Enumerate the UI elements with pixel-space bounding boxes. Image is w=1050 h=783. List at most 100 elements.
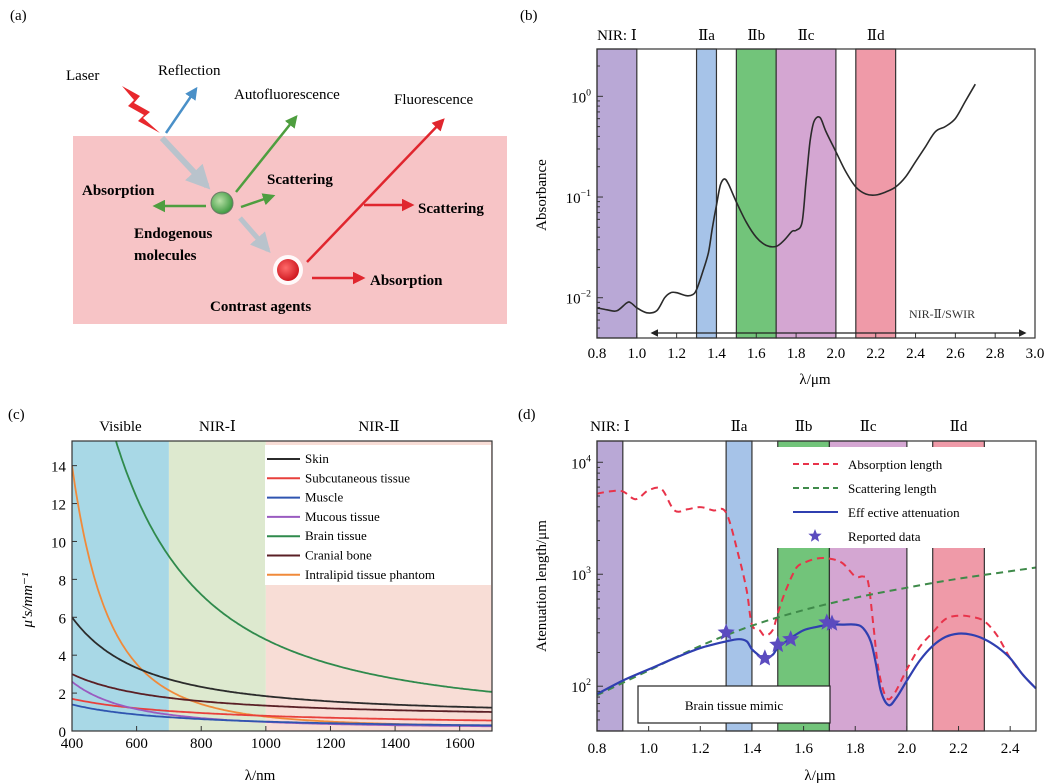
swir-annotation: NIR-Ⅱ/SWIR bbox=[909, 307, 975, 321]
band-3 bbox=[775, 48, 837, 339]
panel-d-legend-box bbox=[777, 447, 1032, 548]
x-tick-label: 800 bbox=[190, 736, 213, 752]
panel-b-ylabel: Absorbance bbox=[534, 159, 550, 231]
x-tick-label: 1.2 bbox=[667, 346, 686, 362]
legend-label: Muscle bbox=[305, 490, 344, 505]
y-tick-label: 0 bbox=[59, 725, 67, 741]
x-tick-label: 1.4 bbox=[707, 346, 726, 362]
x-tick-label: 1.8 bbox=[846, 741, 865, 757]
legend-star-icon bbox=[808, 529, 822, 542]
label-laser: Laser bbox=[66, 68, 99, 84]
y-tick-label: 100 bbox=[571, 87, 591, 106]
band-0 bbox=[596, 48, 638, 339]
contrast-agent-circle bbox=[277, 259, 299, 281]
x-tick-label: 1.6 bbox=[794, 741, 813, 757]
x-tick-label: 1600 bbox=[445, 736, 475, 752]
x-tick-label: 2.2 bbox=[866, 346, 885, 362]
y-tick-label: 10−2 bbox=[566, 289, 591, 308]
panel-c-plot-frame bbox=[71, 440, 493, 732]
series-line-muscle bbox=[72, 703, 492, 727]
brain-tissue-mimic-label: Brain tissue mimic bbox=[685, 698, 783, 713]
x-tick-label: 400 bbox=[61, 736, 84, 752]
label-contrast-agents: Contrast agents bbox=[210, 299, 311, 315]
band-label: NIR: Ⅰ bbox=[590, 419, 630, 435]
y-tick-label: 10−1 bbox=[566, 188, 591, 207]
laser-bolt-icon bbox=[122, 86, 160, 133]
band-label: Ⅱc bbox=[860, 419, 877, 435]
label-fluorescence: Fluorescence bbox=[394, 92, 473, 108]
series-line-absorption-length bbox=[596, 486, 1037, 701]
panel-label-d: (d) bbox=[518, 407, 536, 423]
x-tick-label: 1.0 bbox=[627, 346, 646, 362]
x-tick-label: 1000 bbox=[251, 736, 281, 752]
panel-label-c: (c) bbox=[8, 407, 25, 423]
y-tick-label: 12 bbox=[51, 498, 66, 514]
region-label: Visible bbox=[99, 419, 142, 435]
reported-data-star bbox=[823, 614, 841, 631]
series-line-skin bbox=[72, 616, 492, 709]
reported-data-star bbox=[769, 635, 787, 653]
x-tick-label: 1.6 bbox=[747, 346, 766, 362]
band-label: Ⅱd bbox=[867, 28, 885, 44]
x-tick-label: 1.0 bbox=[639, 741, 658, 757]
label-absorption-right: Absorption bbox=[370, 273, 443, 289]
panel-c-chart: Visible NIR-Ⅰ NIR-Ⅱ 400 600 800 1000 1200 1400 1… bbox=[20, 419, 493, 783]
y-tick-label: 14 bbox=[51, 460, 67, 476]
legend-label: Reported data bbox=[848, 529, 921, 544]
panel-label-a: (a) bbox=[10, 8, 27, 24]
reported-data-star bbox=[782, 630, 800, 647]
band-label: Ⅱd bbox=[950, 419, 968, 435]
band-label: Ⅱa bbox=[698, 28, 715, 44]
x-tick-label: 1.2 bbox=[691, 741, 710, 757]
legend-label: Intralipid tissue phantom bbox=[305, 567, 435, 582]
x-tick-label: 600 bbox=[125, 736, 148, 752]
series-line-cranial-bone bbox=[72, 673, 492, 713]
series-line-subcutaneous-tissue bbox=[72, 697, 492, 722]
reported-data-star bbox=[756, 649, 774, 666]
y-tick-label: 104 bbox=[571, 453, 591, 472]
y-tick-label: 2 bbox=[59, 687, 67, 703]
label-autofluorescence: Autofluorescence bbox=[234, 87, 340, 103]
label-scattering-right: Scattering bbox=[418, 201, 484, 217]
legend-label: Eff ective attenuation bbox=[848, 505, 960, 520]
scattering-green-arrow bbox=[240, 193, 276, 209]
x-tick-label: 2.4 bbox=[1001, 741, 1020, 757]
y-tick-label: 102 bbox=[571, 677, 591, 696]
y-tick-label: 103 bbox=[571, 565, 591, 584]
band-label: Ⅱc bbox=[798, 28, 815, 44]
band-label: Ⅱa bbox=[731, 419, 748, 435]
label-scattering-top: Scattering bbox=[267, 172, 333, 188]
legend-label: Mucous tissue bbox=[305, 509, 380, 524]
panel-label-b: (b) bbox=[520, 8, 538, 24]
y-tick-label: 10 bbox=[51, 535, 66, 551]
panel-d-plot-frame bbox=[596, 440, 1037, 732]
band-label: Ⅱb bbox=[747, 28, 765, 44]
band-label: NIR: Ⅰ bbox=[597, 28, 637, 44]
y-tick-label: 8 bbox=[59, 573, 67, 589]
reported-data-star bbox=[717, 623, 735, 640]
x-tick-label: 2.2 bbox=[949, 741, 968, 757]
panel-d-xlabel: λ/μm bbox=[804, 768, 835, 783]
panel-d-chart: NIR: Ⅰ Ⅱa Ⅱb Ⅱc Ⅱd Brain tissue mimic 0.8 1.0… bbox=[534, 419, 1037, 783]
reflection-arrow bbox=[164, 86, 198, 134]
x-tick-label: 3.0 bbox=[1026, 346, 1045, 362]
band-4 bbox=[855, 48, 897, 339]
legend-label: Scattering length bbox=[848, 481, 937, 496]
x-tick-label: 1400 bbox=[380, 736, 410, 752]
panel-b-plot-frame bbox=[596, 48, 1036, 339]
region-label: NIR-Ⅱ bbox=[358, 419, 399, 435]
tissue-block bbox=[73, 136, 507, 324]
incident-beam-arrow bbox=[159, 135, 211, 190]
x-tick-label: 2.4 bbox=[906, 346, 925, 362]
endogenous-molecule-circle bbox=[210, 191, 234, 215]
transmitted-beam-arrow bbox=[238, 216, 271, 254]
band-1 bbox=[695, 48, 718, 339]
panel-c-legend-box bbox=[265, 445, 491, 585]
absorbance-line bbox=[596, 83, 976, 314]
panel-b-chart: NIR: Ⅰ Ⅱa Ⅱb Ⅱc Ⅱd 0.8 1.0 1.2 1.4 1.6 1.8 2.0 2.2 2… bbox=[534, 28, 1044, 388]
legend-label: Subcutaneous tissue bbox=[305, 470, 410, 485]
x-tick-label: 0.8 bbox=[588, 741, 607, 757]
y-tick-label: 6 bbox=[59, 611, 67, 627]
x-tick-label: 0.8 bbox=[588, 346, 607, 362]
